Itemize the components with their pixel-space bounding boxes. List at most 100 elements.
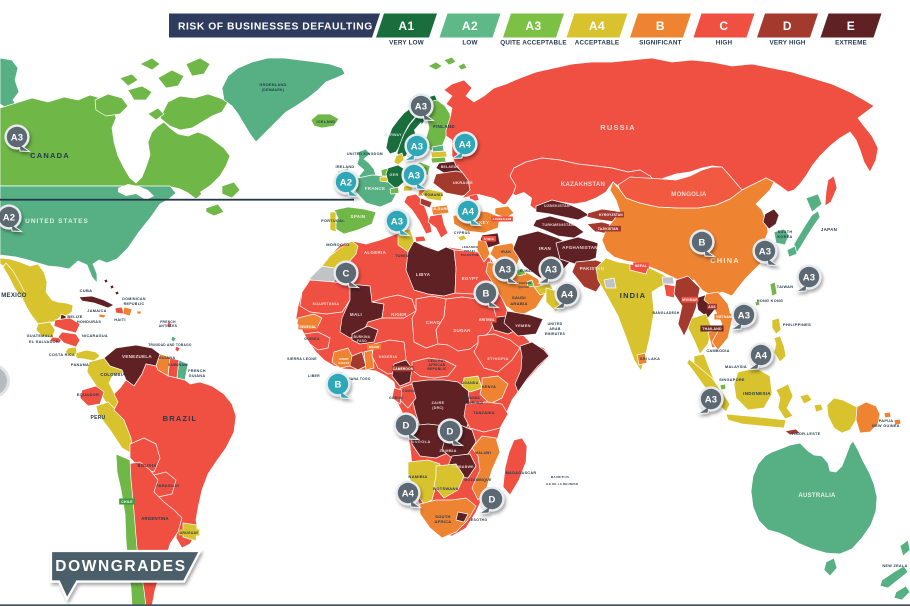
svg-text:PARAGUAY: PARAGUAY [156, 484, 180, 488]
svg-text:A3: A3 [499, 264, 512, 275]
svg-text:AFRICA: AFRICA [435, 519, 452, 524]
svg-text:INDONESIA: INDONESIA [743, 391, 771, 396]
svg-text:YEMEN: YEMEN [515, 323, 531, 328]
svg-text:GUIANA: GUIANA [159, 356, 176, 360]
svg-text:C: C [342, 268, 349, 279]
svg-text:INDIA: INDIA [620, 291, 646, 300]
svg-text:HONDURAS: HONDURAS [77, 320, 102, 324]
svg-text:A3: A3 [759, 246, 772, 257]
svg-text:A3: A3 [525, 19, 541, 33]
svg-text:NEW ZEALA: NEW ZEALA [882, 564, 907, 568]
svg-text:BELIZE: BELIZE [67, 315, 82, 319]
svg-text:ACCEPTABLE: ACCEPTABLE [575, 40, 620, 47]
svg-text:SINGAPORE: SINGAPORE [719, 378, 745, 382]
svg-text:D: D [488, 494, 495, 505]
svg-text:UKRAINE: UKRAINE [453, 180, 473, 185]
svg-text:NAMIBIA: NAMIBIA [408, 474, 427, 479]
svg-text:FRENCH: FRENCH [160, 320, 176, 324]
svg-text:SOUTH: SOUTH [435, 514, 451, 519]
svg-text:AUSTRALIA: AUSTRALIA [798, 493, 836, 499]
svg-text:D: D [446, 426, 453, 437]
svg-text:CONGO: CONGO [402, 389, 416, 393]
svg-text:A3: A3 [408, 170, 421, 181]
svg-text:GABON: GABON [389, 396, 403, 400]
svg-text:CHINA: CHINA [710, 256, 740, 265]
svg-text:AOS: AOS [708, 305, 716, 309]
svg-text:AZERBAIJAN: AZERBAIJAN [493, 217, 512, 221]
svg-text:VIETNAM: VIETNAM [716, 315, 732, 319]
svg-text:TRINIDAD AND TOBAGO: TRINIDAD AND TOBAGO [148, 343, 192, 347]
svg-text:ARAB: ARAB [549, 327, 560, 331]
svg-text:HIGH: HIGH [716, 40, 733, 47]
svg-text:VENEZUELA: VENEZUELA [122, 354, 152, 359]
svg-text:B: B [482, 288, 489, 299]
svg-text:COLOMBIA: COLOMBIA [100, 372, 125, 377]
svg-text:EGYPT: EGYPT [462, 276, 479, 281]
svg-text:KOREA: KOREA [777, 235, 792, 239]
svg-text:IRAN: IRAN [539, 246, 551, 251]
svg-text:LEBANON: LEBANON [462, 245, 478, 249]
svg-text:B: B [698, 237, 705, 248]
svg-text:NEPAL: NEPAL [635, 264, 648, 268]
svg-text:SRI LAKA: SRI LAKA [640, 357, 660, 361]
svg-text:CENTRAL: CENTRAL [428, 359, 446, 363]
svg-text:DOMINICAN: DOMINICAN [122, 297, 146, 301]
svg-text:REPUBLIC: REPUBLIC [124, 302, 145, 306]
svg-text:FRANCE: FRANCE [365, 186, 386, 191]
svg-text:PALESTINE: PALESTINE [461, 253, 479, 257]
svg-text:CANADA: CANADA [30, 151, 70, 160]
svg-text:THAILAND: THAILAND [702, 327, 722, 331]
svg-text:A3: A3 [411, 141, 424, 152]
svg-text:NORWAY: NORWAY [384, 133, 402, 137]
svg-text:CHAD: CHAD [426, 320, 441, 325]
svg-text:GUIANA: GUIANA [189, 374, 206, 378]
svg-text:VERY LOW: VERY LOW [389, 40, 424, 47]
svg-text:SAUDI: SAUDI [512, 295, 526, 300]
svg-text:D: D [402, 420, 409, 431]
svg-text:ZAMBIA: ZAMBIA [439, 448, 456, 453]
svg-text:MYNMAR: MYNMAR [682, 298, 698, 302]
svg-text:AFGHANISTAN: AFGHANISTAN [562, 245, 598, 250]
svg-text:EXTREME: EXTREME [835, 40, 867, 47]
svg-text:CAMEROON: CAMEROON [393, 367, 414, 371]
svg-text:BURUNDI: BURUNDI [467, 401, 484, 405]
svg-text:A4: A4 [561, 289, 574, 300]
svg-text:A4: A4 [462, 206, 475, 217]
svg-text:SUDAN: SUDAN [453, 328, 471, 333]
svg-text:IVORY: IVORY [339, 357, 349, 361]
svg-text:TAIWAN: TAIWAN [777, 285, 794, 289]
svg-text:RUSSIA: RUSSIA [600, 123, 636, 132]
svg-text:PAPUA: PAPUA [879, 419, 894, 423]
svg-text:SURINAM: SURINAM [168, 363, 188, 367]
svg-text:VERY HIGH: VERY HIGH [769, 40, 805, 47]
svg-text:MAURITANIA: MAURITANIA [313, 302, 340, 306]
svg-text:A3: A3 [803, 272, 816, 283]
svg-text:A1: A1 [398, 19, 414, 33]
svg-text:TUNISIA: TUNISIA [395, 253, 413, 258]
svg-text:PANAMA: PANAMA [71, 363, 89, 367]
svg-text:GUATEMALA: GUATEMALA [27, 334, 54, 338]
svg-text:E: E [847, 19, 856, 33]
svg-text:BANGLADESH: BANGLADESH [653, 311, 680, 315]
svg-text:LESOTHO: LESOTHO [468, 518, 487, 522]
svg-text:NIGERIA: NIGERIA [379, 354, 398, 359]
svg-text:TANZANIA: TANZANIA [473, 411, 495, 415]
svg-text:RWANDA: RWANDA [464, 396, 480, 400]
svg-text:BOLIVIA: BOLIVIA [137, 463, 156, 468]
svg-text:GER: GER [389, 173, 398, 177]
svg-text:QUITE ACCEPTABLE: QUITE ACCEPTABLE [500, 40, 567, 47]
svg-text:A4: A4 [402, 488, 415, 499]
svg-text:FASO: FASO [357, 339, 367, 343]
svg-text:RISK OF BUSINESSES DEFAULTING: RISK OF BUSINESSES DEFAULTING [178, 22, 373, 33]
svg-text:IRELAND: IRELAND [336, 165, 355, 169]
svg-text:EL SALVADOR: EL SALVADOR [29, 340, 59, 344]
svg-text:(DENMARK): (DENMARK) [262, 88, 284, 92]
svg-text:MEXICO: MEXICO [1, 293, 27, 299]
svg-text:COSTA RICA: COSTA RICA [49, 353, 75, 357]
svg-text:KYRGYZSTAN: KYRGYZSTAN [599, 213, 623, 217]
svg-text:ISRAEL: ISRAEL [464, 249, 476, 253]
svg-text:EQUADOR: EQUADOR [77, 392, 100, 397]
svg-text:MALAWI: MALAWI [475, 451, 491, 455]
svg-text:COAST: COAST [338, 361, 350, 365]
svg-text:B: B [656, 19, 665, 33]
